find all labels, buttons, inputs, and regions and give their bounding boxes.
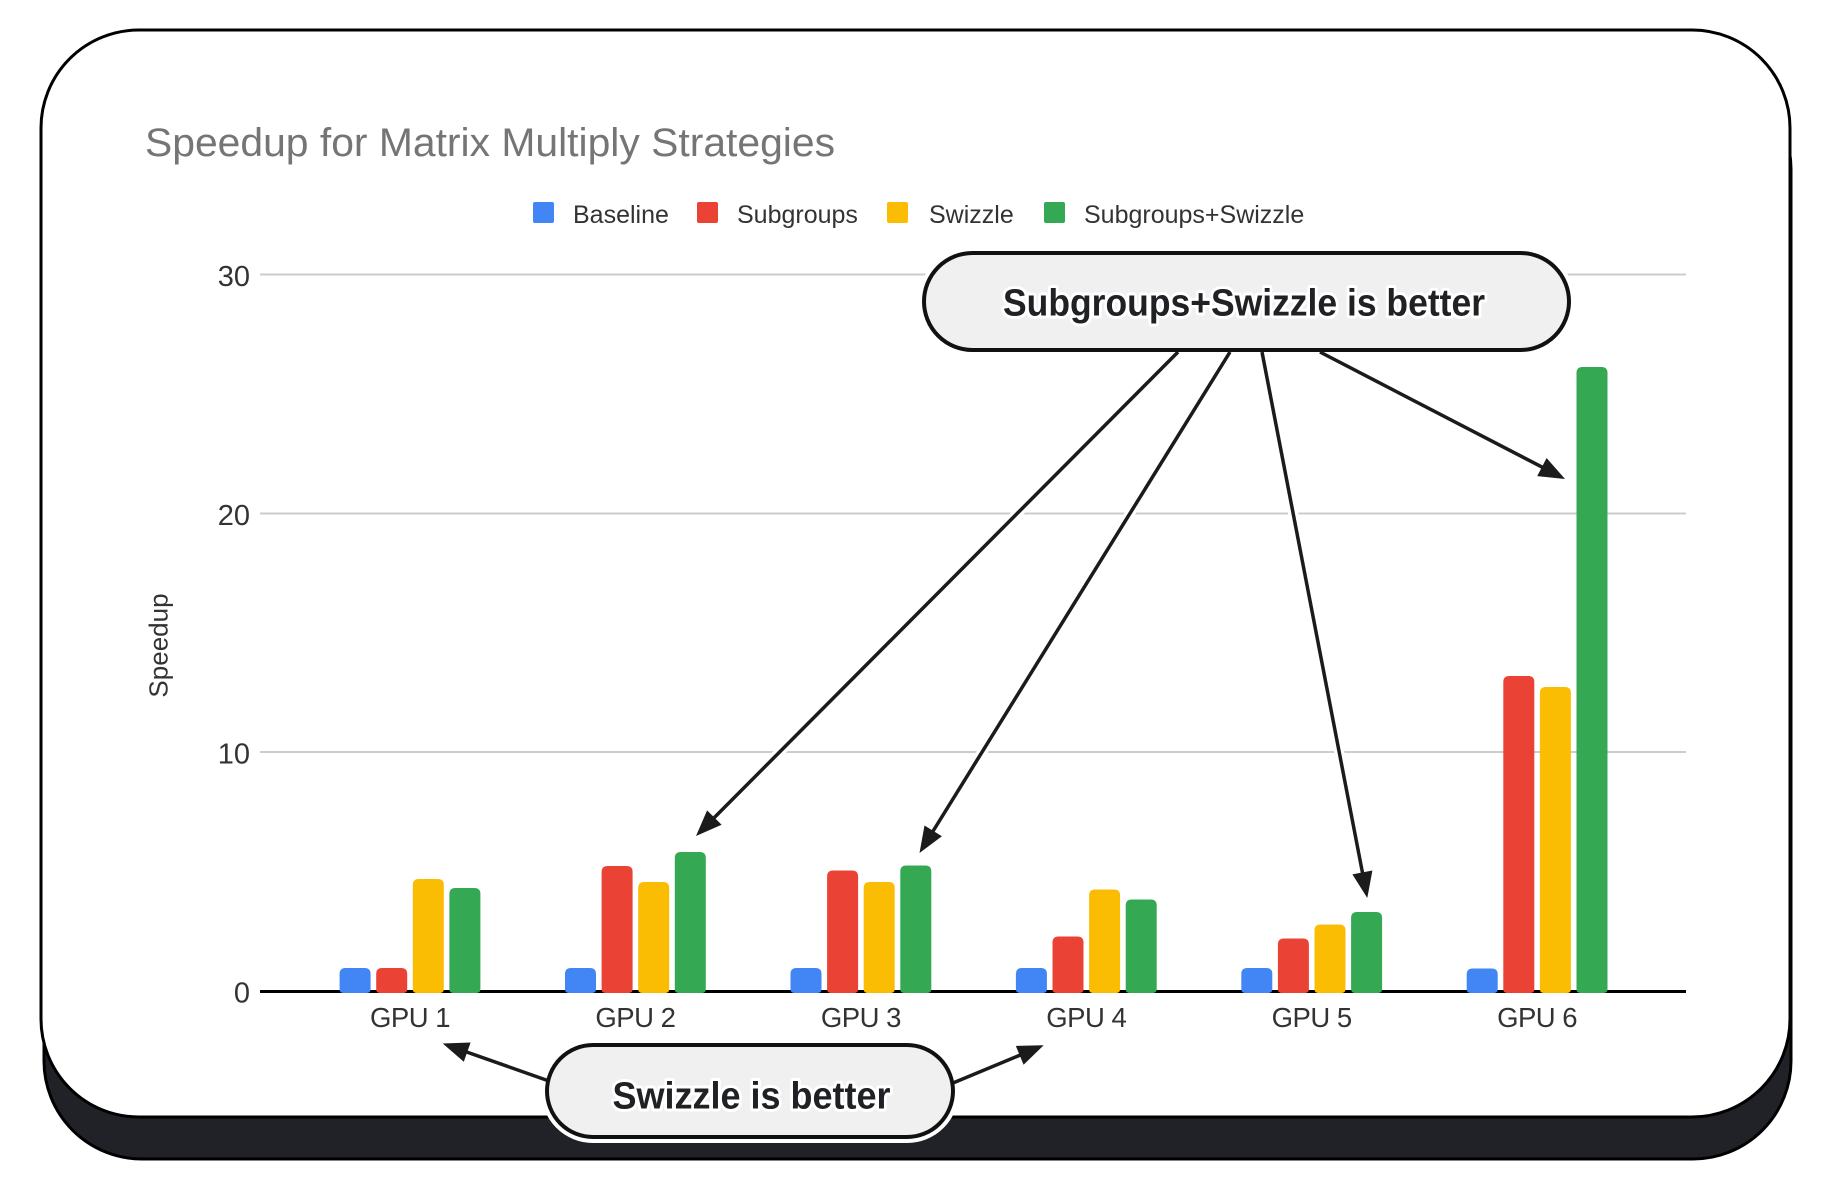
svg-text:Speedup: Speedup: [144, 593, 174, 697]
svg-text:Subgroups+Swizzle is better: Subgroups+Swizzle is better: [1003, 283, 1485, 325]
svg-text:GPU 6: GPU 6: [1497, 1002, 1577, 1033]
svg-text:Speedup for Matrix Multiply St: Speedup for Matrix Multiply Strategies: [145, 121, 835, 165]
svg-text:Baseline: Baseline: [573, 201, 669, 229]
svg-text:20: 20: [218, 500, 250, 532]
svg-text:0: 0: [234, 978, 250, 1010]
svg-text:GPU 2: GPU 2: [595, 1002, 675, 1033]
svg-text:GPU 4: GPU 4: [1046, 1002, 1126, 1033]
svg-text:10: 10: [218, 739, 250, 771]
svg-text:Swizzle: Swizzle: [929, 201, 1014, 229]
svg-text:Subgroups+Swizzle: Subgroups+Swizzle: [1084, 201, 1304, 229]
svg-text:GPU 5: GPU 5: [1272, 1002, 1352, 1033]
svg-text:Subgroups: Subgroups: [737, 201, 858, 229]
svg-text:GPU 1: GPU 1: [370, 1002, 450, 1033]
svg-text:GPU 3: GPU 3: [821, 1002, 901, 1033]
svg-text:Swizzle is better: Swizzle is better: [613, 1076, 891, 1118]
svg-text:30: 30: [218, 261, 250, 293]
